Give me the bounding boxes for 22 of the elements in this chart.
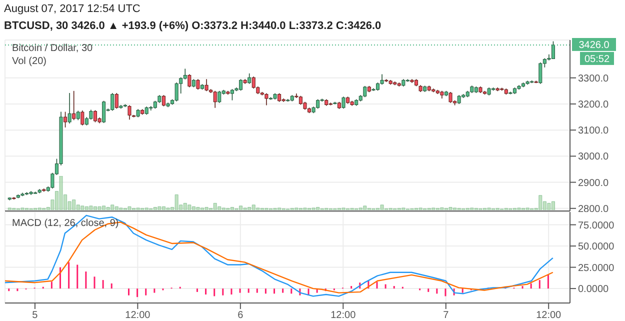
x-tick-label: 5 — [32, 310, 38, 321]
y-tick-label: 2800.0 — [578, 204, 610, 215]
x-tick-label: 7 — [443, 310, 450, 321]
y-tick-label: 3300.0 — [578, 73, 610, 84]
x-tick-label: 6 — [238, 310, 244, 321]
y-tick-label: 2900.0 — [578, 178, 610, 189]
y-tick-label: 0.0000 — [578, 284, 610, 296]
ref-line-label: 3426.0 — [578, 40, 610, 51]
chart-title: Vol (20) — [11, 56, 48, 67]
y-tick-label: 50.0000 — [578, 242, 615, 253]
y-tick-label: 75.0000 — [578, 220, 615, 232]
x-tick-label: 12:00 — [536, 310, 562, 321]
y-tick-label: 3100.0 — [578, 126, 610, 137]
y-tick-label: 25.0000 — [578, 262, 615, 274]
x-tick-label: 12:00 — [125, 310, 151, 321]
chart-title: Bitcoin / Dollar, 30 — [11, 43, 94, 54]
text: 05:52 — [584, 54, 610, 65]
text: August 07, 2017 12:54 UTC — [4, 3, 140, 15]
chart-subtitle: BTCUSD, 30 3426.0 ▲ +193.9 (+6%) O:3373.2 H:3440.0 L:3373.2 C:3426.0 — [4, 20, 382, 32]
y-tick-label: 3200.0 — [578, 100, 610, 111]
y-tick-label: 3000.0 — [578, 152, 610, 163]
x-tick-label: 12:00 — [330, 310, 356, 321]
